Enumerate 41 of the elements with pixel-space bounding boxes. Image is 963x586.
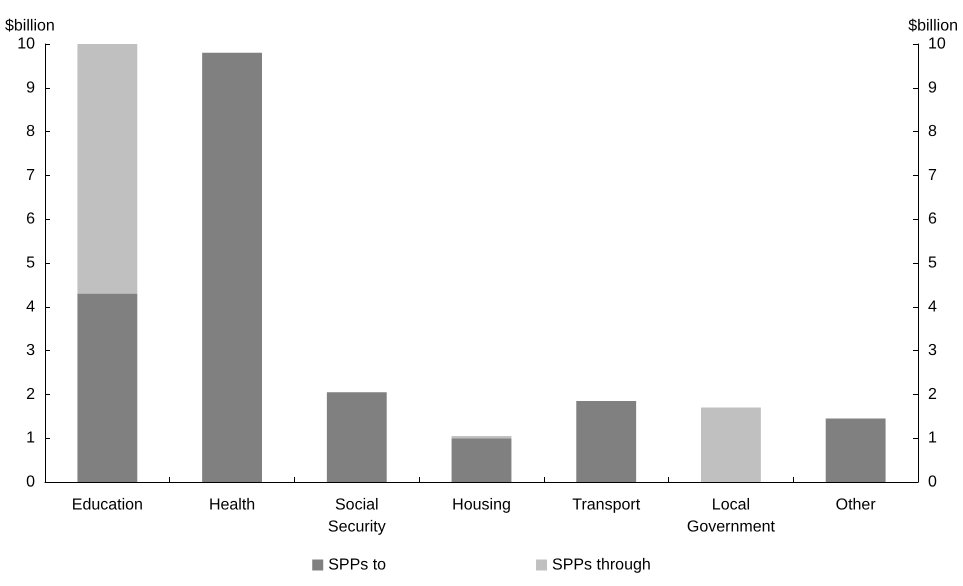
y-tick-label: 7	[26, 166, 36, 184]
bar	[77, 44, 138, 294]
bar	[700, 408, 761, 482]
legend-label: SPPs through	[552, 556, 651, 574]
x-tick-label: Housing	[452, 496, 511, 514]
y2-axis-title: $billion	[908, 18, 958, 34]
legend-label: SPPs to	[328, 556, 386, 574]
y2-tick-label: 7	[928, 166, 937, 184]
bar	[826, 418, 886, 482]
y-axis-title: $billion	[5, 18, 55, 34]
x-tick-label: Transport	[572, 496, 641, 514]
y2-tick-label: 2	[928, 386, 937, 403]
x-tick-label: Social Security	[328, 496, 386, 536]
y2-tick-label: 6	[928, 210, 937, 228]
bar	[326, 392, 387, 482]
x-tick-label: Education	[72, 496, 143, 514]
y2-tick-label: 5	[928, 254, 937, 272]
bar	[77, 294, 138, 482]
y-tick-label: 1	[26, 430, 36, 447]
y2-tick-label: 9	[928, 79, 937, 96]
bar	[202, 52, 262, 482]
x-tick-label: Local Government	[686, 496, 776, 536]
y-tick-label: 6	[26, 210, 36, 228]
y-tick-label: 2	[26, 386, 36, 403]
y-tick-label: 10	[17, 36, 36, 52]
y-tick-label: 0	[26, 474, 36, 490]
y-tick-label: 4	[26, 298, 36, 316]
bar	[452, 438, 512, 482]
y2-tick-label: 10	[928, 36, 946, 52]
y-tick-label: 9	[26, 79, 36, 96]
bar	[576, 400, 636, 482]
y-tick-label: 3	[26, 342, 36, 360]
y2-tick-label: 3	[928, 342, 937, 360]
y-tick-label: 5	[26, 254, 36, 272]
y2-tick-label: 4	[928, 298, 937, 316]
y2-tick-label: 1	[928, 430, 937, 447]
y2-tick-label: 8	[928, 123, 937, 140]
x-tick-label: Health	[208, 496, 256, 514]
x-tick-label: Other	[836, 496, 876, 514]
y-tick-label: 8	[26, 123, 36, 140]
y2-tick-label: 0	[928, 474, 937, 490]
